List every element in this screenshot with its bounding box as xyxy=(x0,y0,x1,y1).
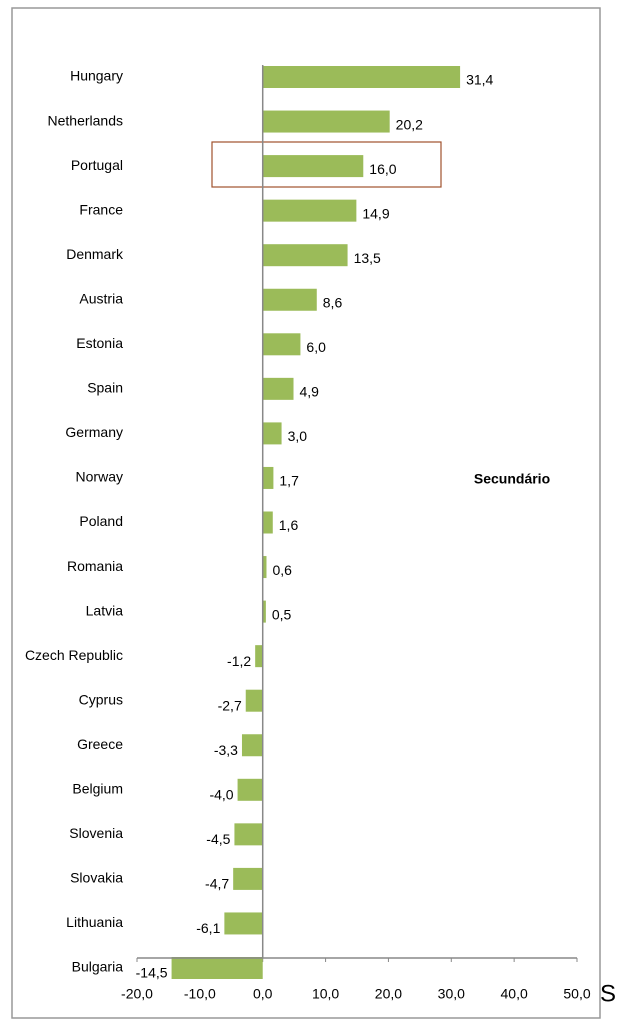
bar xyxy=(262,377,294,400)
category-label: Belgium xyxy=(72,781,123,797)
category-label: Bulgaria xyxy=(72,959,124,975)
bar xyxy=(241,734,263,757)
side-text: S xyxy=(600,980,616,1007)
highlight-box xyxy=(211,141,442,188)
bar xyxy=(262,466,274,489)
x-tick-label: 20,0 xyxy=(375,986,402,1002)
bar xyxy=(262,333,301,356)
value-label: -1,2 xyxy=(227,653,251,669)
value-label: 6,0 xyxy=(306,339,326,355)
category-label: Spain xyxy=(87,380,123,396)
x-tick-label: 30,0 xyxy=(438,986,465,1002)
bar xyxy=(224,912,263,935)
category-label: Norway xyxy=(76,469,123,485)
category-label: Netherlands xyxy=(48,112,124,128)
value-label: -4,5 xyxy=(206,831,230,847)
x-tick-label: 10,0 xyxy=(312,986,339,1002)
bar xyxy=(233,867,263,890)
category-label: Estonia xyxy=(76,335,123,351)
category-label: France xyxy=(79,201,123,217)
value-label: 14,9 xyxy=(362,205,389,221)
bar xyxy=(237,778,263,801)
bar xyxy=(262,556,267,579)
bar xyxy=(262,244,348,267)
bar xyxy=(171,957,263,979)
bar xyxy=(262,288,317,311)
value-label: 13,5 xyxy=(354,250,381,266)
value-label: -3,3 xyxy=(214,742,238,758)
bar xyxy=(262,66,461,88)
x-tick-label: 0,0 xyxy=(253,986,273,1002)
value-label: -6,1 xyxy=(196,920,220,936)
category-label: Poland xyxy=(79,513,123,529)
value-label: 20,2 xyxy=(396,116,423,132)
category-label: Slovenia xyxy=(69,825,123,841)
category-label: Latvia xyxy=(86,602,124,618)
category-label: Denmark xyxy=(66,246,124,262)
value-label: 1,6 xyxy=(279,517,299,533)
value-label: 1,7 xyxy=(279,473,299,489)
value-label: 0,6 xyxy=(272,562,292,578)
value-label: 16,0 xyxy=(369,161,396,177)
value-label: 4,9 xyxy=(300,384,320,400)
bar xyxy=(262,110,390,133)
category-label: Austria xyxy=(79,290,123,306)
value-label: 31,4 xyxy=(466,72,493,88)
bar xyxy=(262,511,273,534)
bar xyxy=(262,422,282,445)
category-label: Romania xyxy=(67,558,123,574)
value-label: 8,6 xyxy=(323,294,343,310)
frame xyxy=(11,7,601,1019)
value-label: -2,7 xyxy=(218,697,242,713)
x-tick-label: -10,0 xyxy=(184,986,216,1002)
bar xyxy=(262,155,364,178)
value-label: -4,0 xyxy=(209,787,233,803)
value-label: -14,5 xyxy=(136,965,168,981)
bar xyxy=(262,600,266,623)
category-label: Czech Republic xyxy=(25,647,123,663)
bar xyxy=(245,689,263,712)
annotation: Secundário xyxy=(474,471,550,487)
category-label: Hungary xyxy=(70,68,123,84)
category-label: Lithuania xyxy=(66,914,123,930)
x-tick-label: 50,0 xyxy=(563,986,590,1002)
bar xyxy=(255,645,263,668)
value-label: -4,7 xyxy=(205,876,229,892)
x-tick-label: -20,0 xyxy=(121,986,153,1002)
bar xyxy=(234,823,263,846)
x-tick-label: 40,0 xyxy=(501,986,528,1002)
value-label: 3,0 xyxy=(288,428,308,444)
category-label: Portugal xyxy=(71,157,123,173)
category-label: Germany xyxy=(65,424,123,440)
category-label: Slovakia xyxy=(70,870,123,886)
bar xyxy=(262,199,357,222)
value-label: 0,5 xyxy=(272,606,292,622)
category-label: Greece xyxy=(77,736,123,752)
category-label: Cyprus xyxy=(79,691,123,707)
